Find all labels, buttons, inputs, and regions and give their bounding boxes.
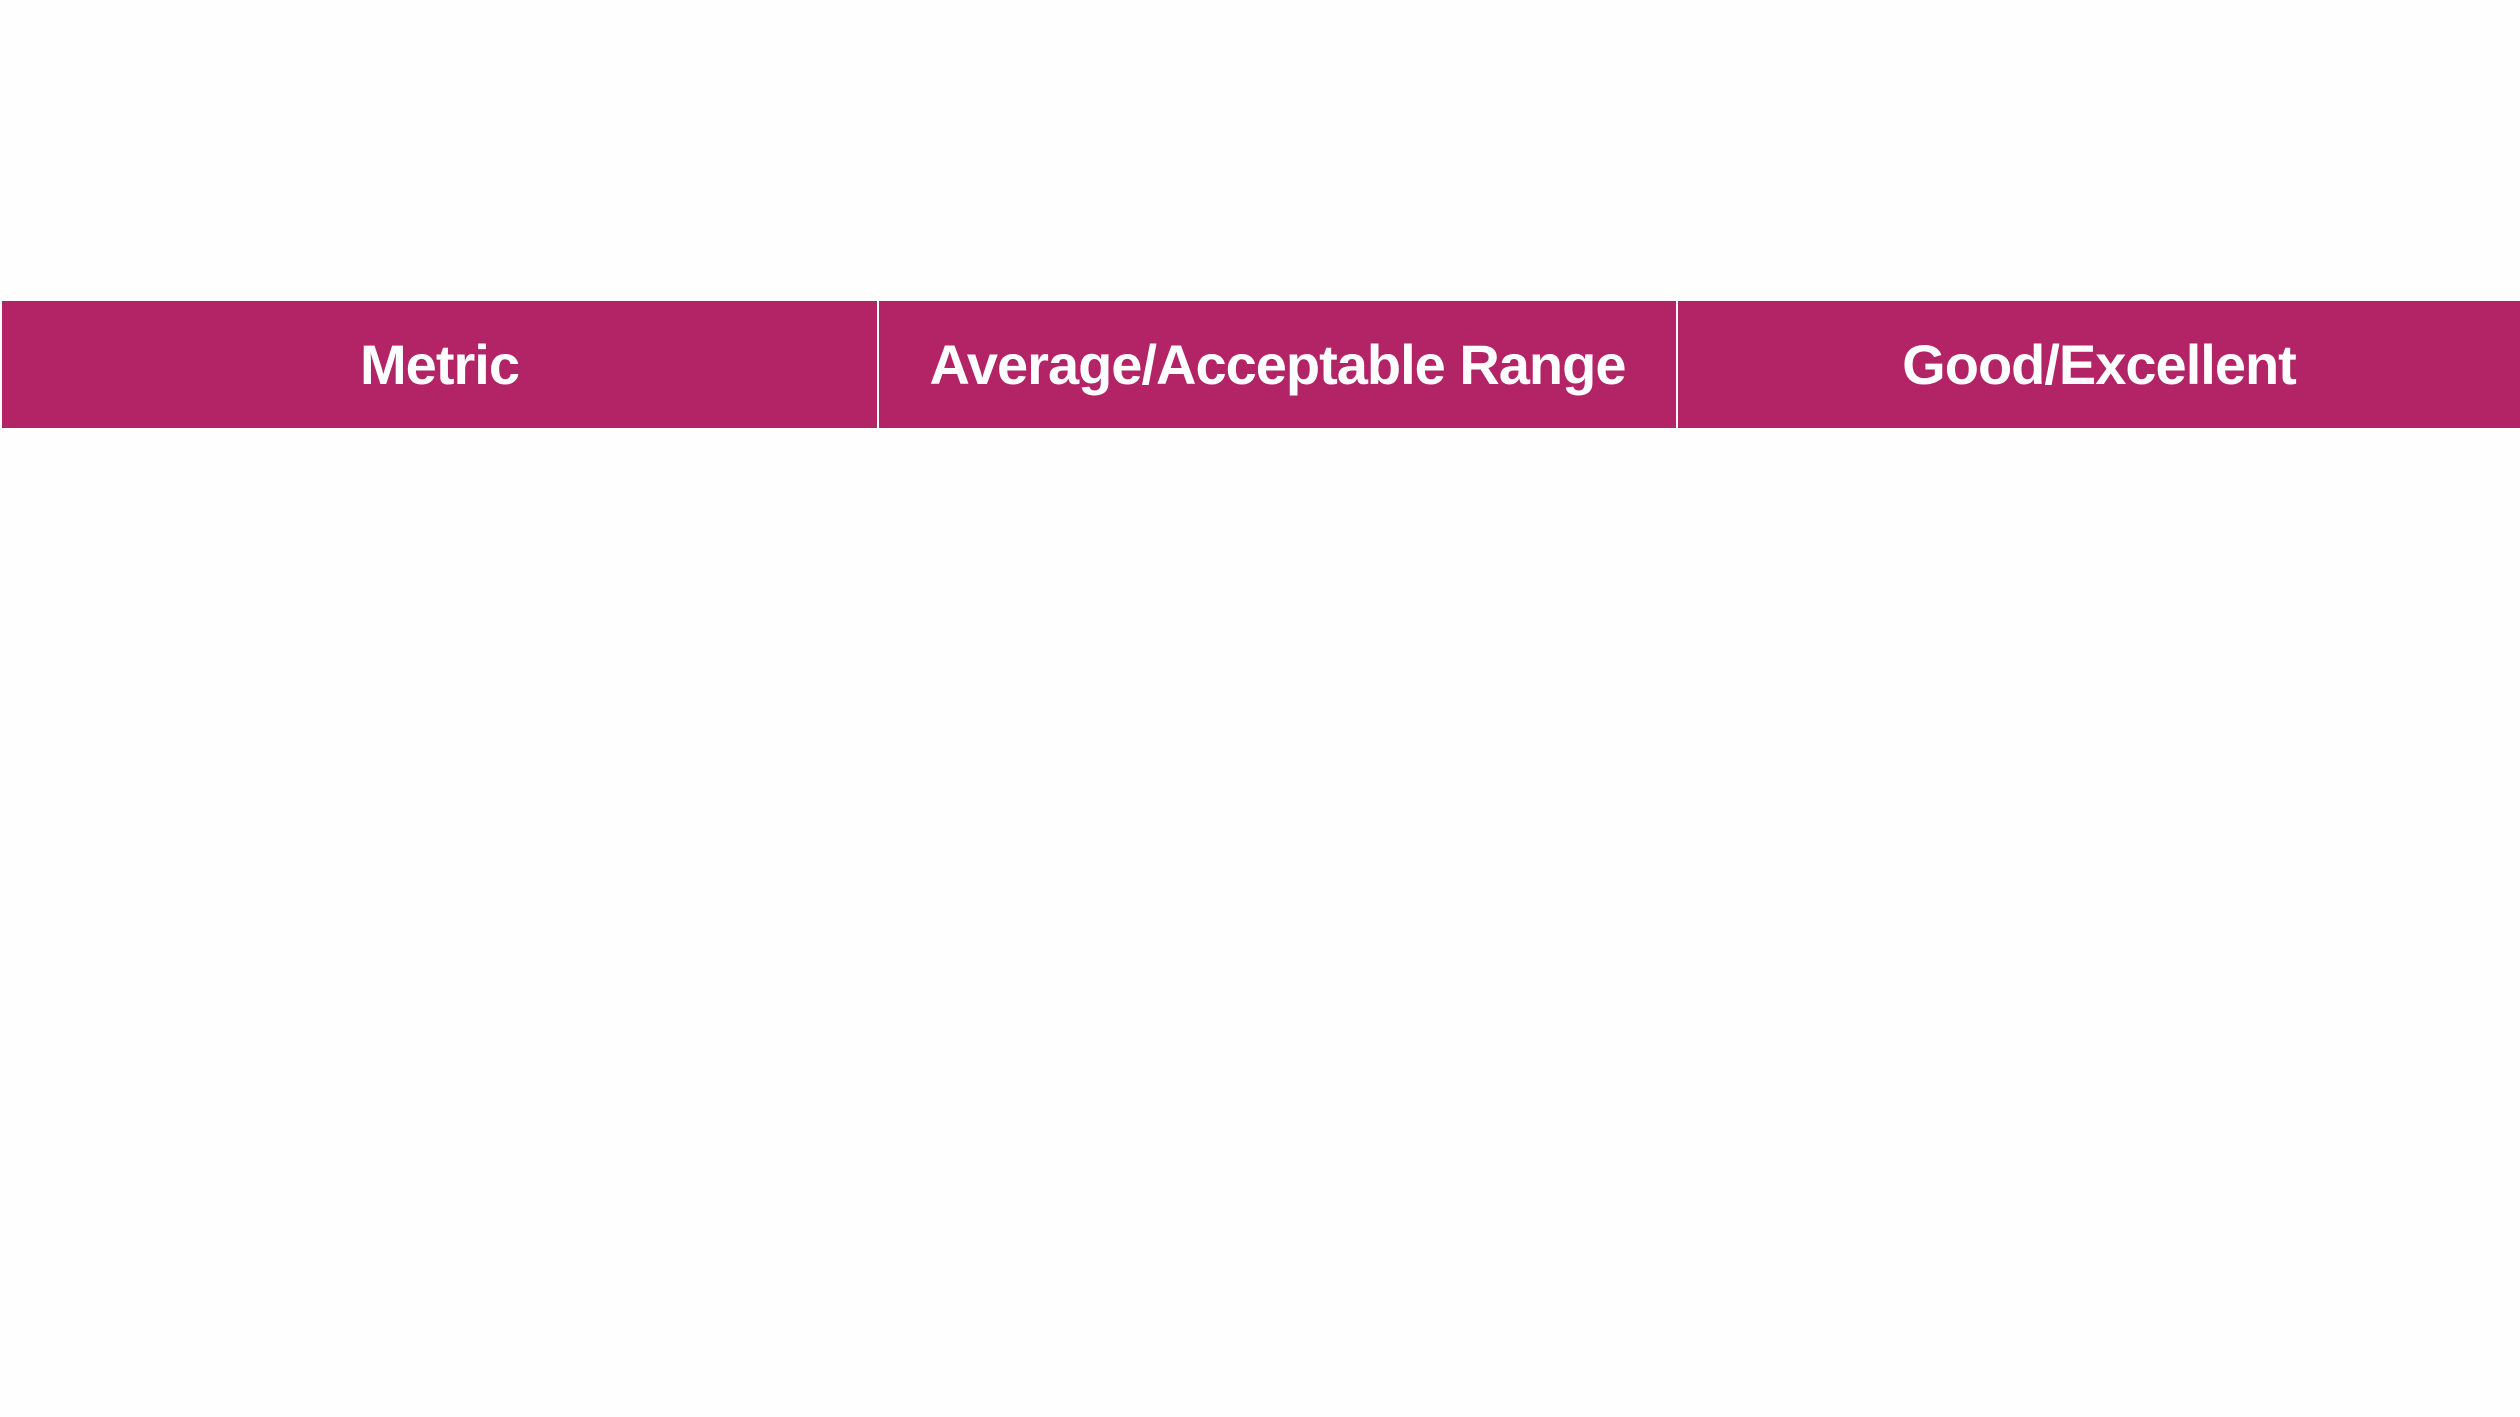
- column-header-average-acceptable-range: Average/Acceptable Range: [877, 299, 1678, 430]
- header-row: Metric Average/Acceptable Range Good/Exc…: [0, 299, 2520, 430]
- metrics-table: Metric Average/Acceptable Range Good/Exc…: [0, 299, 2520, 430]
- column-header-good-excellent: Good/Excellent: [1676, 299, 2520, 430]
- table-header: Metric Average/Acceptable Range Good/Exc…: [0, 299, 2520, 430]
- column-header-metric: Metric: [0, 299, 879, 430]
